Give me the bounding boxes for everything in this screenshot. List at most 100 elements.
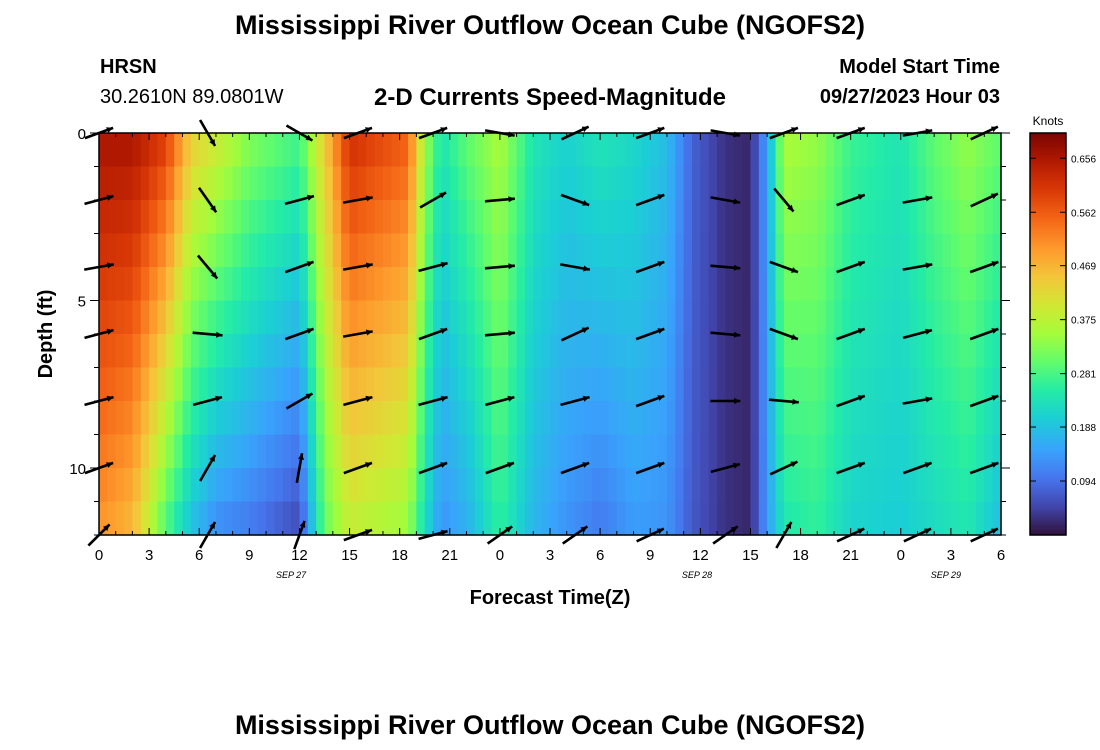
heat-cell [967,367,977,402]
heat-cell [433,233,443,268]
heat-cell [566,166,576,201]
heat-cell [934,166,944,201]
heat-cell [817,166,827,201]
heat-cell [424,133,434,168]
heat-cell [399,233,409,268]
heat-cell [783,200,793,235]
heat-cell [449,267,459,302]
heat-cell [800,166,810,201]
heat-cell [917,468,927,503]
x-tick-label: 3 [546,547,554,564]
heat-cell [366,434,376,469]
heat-cell [909,233,919,268]
arrow-head [580,526,588,533]
heat-cell [483,267,493,302]
heat-cell [266,401,275,436]
arrow-head [991,462,999,468]
heat-cell [274,200,284,235]
heat-cell [391,401,401,436]
heat-cell [575,267,585,302]
heat-cell [666,367,676,402]
heat-cell [399,401,409,436]
heat-cell [366,267,376,302]
current-arrow [418,261,448,273]
heat-cell [99,233,108,268]
heat-cell [625,434,635,469]
heat-cell [975,267,985,302]
heat-cell [157,233,167,268]
current-arrow [710,462,741,474]
x-tick-label: 0 [95,547,103,564]
arrow-head [857,194,865,200]
heat-cell [625,200,635,235]
heat-cell [775,501,785,536]
current-arrow [560,461,590,475]
heat-cell [424,434,434,469]
heat-cell [859,233,868,268]
heat-cell [182,233,192,268]
heat-cell [257,468,267,503]
heat-cell [307,300,317,335]
heat-cell [633,200,643,235]
arrow-head [990,193,998,200]
heat-cell [474,300,484,335]
heat-cell [215,468,225,503]
heat-cell [583,300,593,335]
heat-cell [474,334,484,369]
heat-cell [658,233,668,268]
heat-cell [374,200,384,235]
heat-cell [107,133,117,168]
heat-cell [975,200,985,235]
current-arrow [970,192,999,208]
heat-cell [466,501,476,536]
heat-cell [399,468,409,503]
heat-cell [174,166,184,201]
heat-cell [232,401,242,436]
heat-cell [207,233,217,268]
heat-cell [800,300,810,335]
heat-cell [299,367,309,402]
heat-cell [884,166,894,201]
heat-cell [725,434,735,469]
heat-cell [808,133,818,168]
heat-cell [934,401,944,436]
arrow-head [103,524,110,531]
heat-cell [165,233,175,268]
heat-cell [583,133,593,168]
heat-cell [433,267,443,302]
heat-cell [742,233,752,268]
heat-cell [224,300,234,335]
arrow-head [925,262,933,269]
current-arrow [836,394,866,408]
current-arrow [768,398,799,405]
arrow-head [857,528,865,535]
heat-cell [282,367,292,402]
heat-cell [767,300,777,335]
heat-cell [600,434,610,469]
heat-cell [516,367,526,402]
arrow-head [305,134,313,141]
heat-cell [984,401,994,436]
heat-cell [441,133,451,168]
heat-cell [641,200,651,235]
heat-cell [332,300,342,335]
heat-cell [516,468,526,503]
heat-cell [366,468,376,503]
arrow-head [790,461,798,468]
heat-cell [600,200,610,235]
colorbar-tick-label: 0.094 [1071,477,1096,488]
heat-cell [925,434,935,469]
heat-cell [240,200,250,235]
heat-cell [575,367,585,402]
heat-cell [341,367,351,402]
heat-cell [884,367,894,402]
heat-cell [382,300,392,335]
heat-cell [408,300,417,335]
heat-cell [149,334,159,369]
heat-cell [316,434,326,469]
heat-cell [466,434,476,469]
heat-cell [967,334,977,369]
current-arrow [197,186,218,214]
heat-cell [917,200,927,235]
heat-cell [884,468,894,503]
